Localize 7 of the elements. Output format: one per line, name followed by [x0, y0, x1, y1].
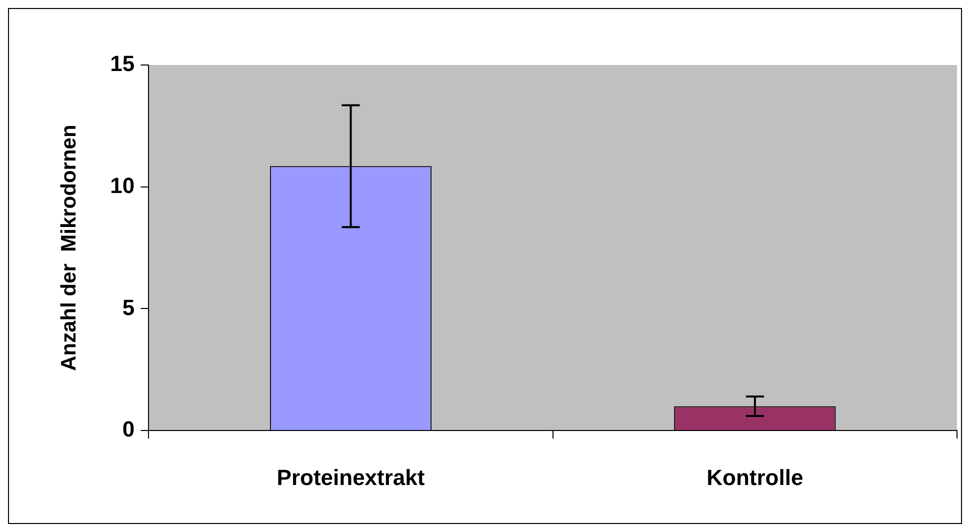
- y-tick-label: 15: [110, 51, 135, 76]
- x-tick-label: Kontrolle: [706, 464, 804, 490]
- y-tick-label: 0: [122, 416, 135, 442]
- y-axis-title: Anzahl der Mikrodornen: [57, 124, 80, 371]
- y-tick-label: 10: [110, 172, 135, 198]
- y-tick-label: 5: [122, 294, 135, 320]
- x-tick-label: Proteinextrakt: [276, 464, 426, 490]
